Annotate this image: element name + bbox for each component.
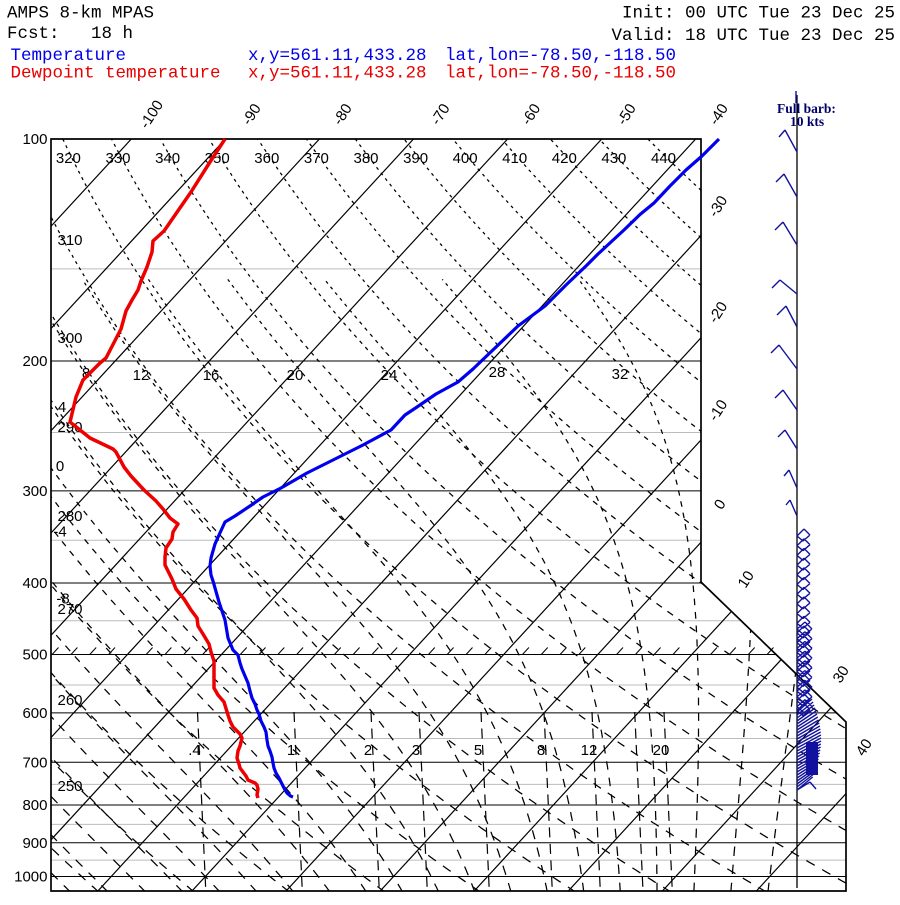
svg-text:600: 600 <box>22 705 47 722</box>
svg-text:280: 280 <box>57 508 82 525</box>
svg-text:30: 30 <box>830 663 853 686</box>
svg-text:0: 0 <box>711 496 730 512</box>
svg-text:250: 250 <box>57 778 82 795</box>
svg-text:12: 12 <box>581 742 598 759</box>
svg-text:300: 300 <box>57 330 82 347</box>
svg-text:370: 370 <box>304 150 329 167</box>
svg-text:700: 700 <box>22 754 47 771</box>
svg-text:430: 430 <box>601 150 626 167</box>
svg-text:28: 28 <box>489 364 506 381</box>
svg-text:-80: -80 <box>330 101 356 128</box>
svg-text:12: 12 <box>133 367 150 384</box>
svg-text:440: 440 <box>651 150 676 167</box>
svg-text:10: 10 <box>735 568 758 591</box>
svg-text:340: 340 <box>155 150 180 167</box>
svg-text:420: 420 <box>552 150 577 167</box>
svg-text:3: 3 <box>412 742 420 759</box>
svg-text:290: 290 <box>57 419 82 436</box>
svg-text:32: 32 <box>612 366 629 383</box>
svg-text:-40: -40 <box>706 101 732 128</box>
svg-text:-4: -4 <box>53 524 66 541</box>
svg-text:Dewpoint temperature: Dewpoint temperature <box>11 64 221 84</box>
svg-text:-100: -100 <box>136 97 167 131</box>
svg-text:20: 20 <box>653 742 670 759</box>
svg-text:Valid: 18 UTC Tue 23 Dec 25: Valid: 18 UTC Tue 23 Dec 25 <box>612 26 896 46</box>
svg-text:330: 330 <box>105 150 130 167</box>
svg-text:Fcst: 18 h: Fcst: 18 h <box>7 24 133 44</box>
svg-text:500: 500 <box>22 647 47 664</box>
svg-text:390: 390 <box>403 150 428 167</box>
svg-text:Full barb:: Full barb: <box>777 101 836 116</box>
svg-text:x,y=561.11,433.28: x,y=561.11,433.28 <box>248 46 427 66</box>
svg-text:.4: .4 <box>188 742 201 759</box>
svg-text:310: 310 <box>57 232 82 249</box>
svg-text:x,y=561.11,433.28: x,y=561.11,433.28 <box>248 64 427 84</box>
svg-text:410: 410 <box>502 150 527 167</box>
svg-text:Temperature: Temperature <box>11 46 127 66</box>
svg-text:360: 360 <box>254 150 279 167</box>
svg-text:400: 400 <box>453 150 478 167</box>
svg-text:40: 40 <box>853 736 876 759</box>
svg-text:24: 24 <box>381 367 398 384</box>
svg-text:200: 200 <box>22 353 47 370</box>
svg-text:800: 800 <box>22 797 47 814</box>
svg-text:8: 8 <box>82 365 90 382</box>
svg-text:AMPS 8-km MPAS: AMPS 8-km MPAS <box>7 4 154 24</box>
svg-text:-70: -70 <box>428 101 454 128</box>
svg-text:16: 16 <box>203 367 220 384</box>
svg-text:Init: 00 UTC Tue 23 Dec 25: Init: 00 UTC Tue 23 Dec 25 <box>622 4 895 24</box>
svg-text:2: 2 <box>364 742 372 759</box>
svg-text:-8: -8 <box>56 591 69 608</box>
svg-text:1: 1 <box>287 742 295 759</box>
svg-text:300: 300 <box>22 483 47 500</box>
svg-text:-90: -90 <box>239 101 265 128</box>
svg-text:10 kts: 10 kts <box>790 114 824 129</box>
svg-text:-30: -30 <box>705 193 731 220</box>
svg-text:260: 260 <box>57 692 82 709</box>
svg-text:lat,lon=-78.50,-118.50: lat,lon=-78.50,-118.50 <box>445 46 676 66</box>
svg-text:20: 20 <box>287 367 304 384</box>
svg-text:320: 320 <box>56 150 81 167</box>
svg-text:lat,lon=-78.50,-118.50: lat,lon=-78.50,-118.50 <box>445 64 676 84</box>
svg-text:0: 0 <box>56 458 64 475</box>
svg-text:900: 900 <box>22 835 47 852</box>
svg-text:380: 380 <box>353 150 378 167</box>
svg-text:4: 4 <box>58 399 66 416</box>
svg-text:-60: -60 <box>518 101 544 128</box>
svg-text:-20: -20 <box>705 299 731 326</box>
svg-text:1000: 1000 <box>14 869 47 886</box>
svg-text:400: 400 <box>22 575 47 592</box>
svg-text:100: 100 <box>22 131 47 148</box>
svg-text:8: 8 <box>537 742 545 759</box>
svg-text:270: 270 <box>57 601 82 618</box>
svg-text:-50: -50 <box>614 101 640 128</box>
svg-text:5: 5 <box>474 742 482 759</box>
svg-text:-10: -10 <box>705 397 731 424</box>
